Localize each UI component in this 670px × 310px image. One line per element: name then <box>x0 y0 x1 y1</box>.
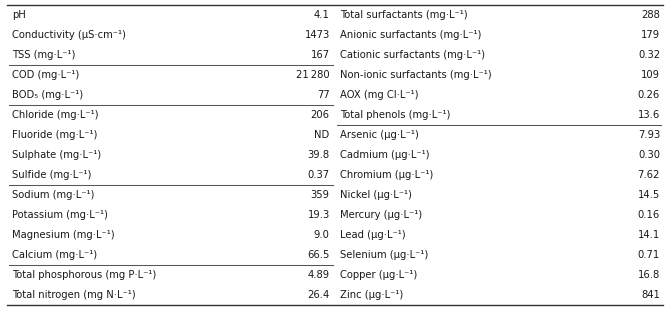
Text: 7.93: 7.93 <box>638 130 660 140</box>
Text: 167: 167 <box>311 50 330 60</box>
Text: 1473: 1473 <box>304 30 330 40</box>
Text: 109: 109 <box>641 70 660 80</box>
Text: COD (mg·L⁻¹): COD (mg·L⁻¹) <box>12 70 79 80</box>
Text: 9.0: 9.0 <box>314 230 330 240</box>
Text: Chloride (mg·L⁻¹): Chloride (mg·L⁻¹) <box>12 110 98 120</box>
Text: 0.26: 0.26 <box>638 90 660 100</box>
Text: 841: 841 <box>641 290 660 300</box>
Text: 66.5: 66.5 <box>308 250 330 260</box>
Text: ND: ND <box>314 130 330 140</box>
Text: BOD₅ (mg·L⁻¹): BOD₅ (mg·L⁻¹) <box>12 90 83 100</box>
Text: 0.37: 0.37 <box>308 170 330 180</box>
Text: Total phosphorous (mg P·L⁻¹): Total phosphorous (mg P·L⁻¹) <box>12 270 156 280</box>
Text: Chromium (μg·L⁻¹): Chromium (μg·L⁻¹) <box>340 170 433 180</box>
Text: Selenium (μg·L⁻¹): Selenium (μg·L⁻¹) <box>340 250 429 260</box>
Text: 39.8: 39.8 <box>308 150 330 160</box>
Text: 179: 179 <box>641 30 660 40</box>
Text: Lead (μg·L⁻¹): Lead (μg·L⁻¹) <box>340 230 406 240</box>
Text: 4.1: 4.1 <box>314 10 330 20</box>
Text: Anionic surfactants (mg·L⁻¹): Anionic surfactants (mg·L⁻¹) <box>340 30 482 40</box>
Text: 288: 288 <box>641 10 660 20</box>
Text: 26.4: 26.4 <box>308 290 330 300</box>
Text: 13.6: 13.6 <box>638 110 660 120</box>
Text: Potassium (mg·L⁻¹): Potassium (mg·L⁻¹) <box>12 210 108 220</box>
Text: 0.71: 0.71 <box>638 250 660 260</box>
Text: Calcium (mg·L⁻¹): Calcium (mg·L⁻¹) <box>12 250 97 260</box>
Text: Sulfide (mg·L⁻¹): Sulfide (mg·L⁻¹) <box>12 170 91 180</box>
Text: Magnesium (mg·L⁻¹): Magnesium (mg·L⁻¹) <box>12 230 115 240</box>
Text: Copper (μg·L⁻¹): Copper (μg·L⁻¹) <box>340 270 417 280</box>
Text: 21 280: 21 280 <box>296 70 330 80</box>
Text: 19.3: 19.3 <box>308 210 330 220</box>
Text: 0.32: 0.32 <box>638 50 660 60</box>
Text: Nickel (μg·L⁻¹): Nickel (μg·L⁻¹) <box>340 190 412 200</box>
Text: Conductivity (μS·cm⁻¹): Conductivity (μS·cm⁻¹) <box>12 30 126 40</box>
Text: 206: 206 <box>311 110 330 120</box>
Text: Cadmium (μg·L⁻¹): Cadmium (μg·L⁻¹) <box>340 150 429 160</box>
Text: 14.1: 14.1 <box>638 230 660 240</box>
Text: 359: 359 <box>311 190 330 200</box>
Text: TSS (mg·L⁻¹): TSS (mg·L⁻¹) <box>12 50 75 60</box>
Text: Mercury (μg·L⁻¹): Mercury (μg·L⁻¹) <box>340 210 422 220</box>
Text: AOX (mg Cl·L⁻¹): AOX (mg Cl·L⁻¹) <box>340 90 419 100</box>
Text: Sodium (mg·L⁻¹): Sodium (mg·L⁻¹) <box>12 190 94 200</box>
Text: Total nitrogen (mg N·L⁻¹): Total nitrogen (mg N·L⁻¹) <box>12 290 135 300</box>
Text: Non-ionic surfactants (mg·L⁻¹): Non-ionic surfactants (mg·L⁻¹) <box>340 70 492 80</box>
Text: Zinc (μg·L⁻¹): Zinc (μg·L⁻¹) <box>340 290 403 300</box>
Text: Fluoride (mg·L⁻¹): Fluoride (mg·L⁻¹) <box>12 130 97 140</box>
Text: 16.8: 16.8 <box>638 270 660 280</box>
Text: 7.62: 7.62 <box>638 170 660 180</box>
Text: Arsenic (μg·L⁻¹): Arsenic (μg·L⁻¹) <box>340 130 419 140</box>
Text: 4.89: 4.89 <box>308 270 330 280</box>
Text: 14.5: 14.5 <box>638 190 660 200</box>
Text: Sulphate (mg·L⁻¹): Sulphate (mg·L⁻¹) <box>12 150 101 160</box>
Text: pH: pH <box>12 10 25 20</box>
Text: 77: 77 <box>317 90 330 100</box>
Text: Cationic surfactants (mg·L⁻¹): Cationic surfactants (mg·L⁻¹) <box>340 50 485 60</box>
Text: 0.30: 0.30 <box>638 150 660 160</box>
Text: Total phenols (mg·L⁻¹): Total phenols (mg·L⁻¹) <box>340 110 451 120</box>
Text: Total surfactants (mg·L⁻¹): Total surfactants (mg·L⁻¹) <box>340 10 468 20</box>
Text: 0.16: 0.16 <box>638 210 660 220</box>
